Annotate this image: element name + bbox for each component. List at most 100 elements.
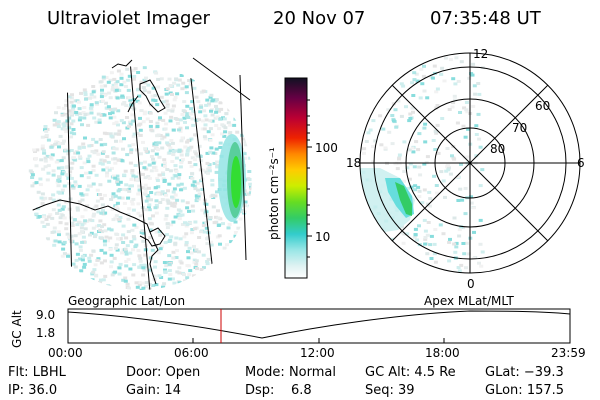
noise-pixel	[118, 216, 123, 219]
noise-pixel	[447, 259, 452, 263]
noise-pixel	[192, 244, 196, 248]
noise-pixel	[162, 261, 167, 264]
noise-pixel	[208, 119, 213, 123]
noise-pixel	[453, 82, 458, 86]
noise-pixel	[34, 157, 38, 160]
noise-pixel	[411, 150, 416, 154]
noise-pixel	[143, 81, 148, 85]
noise-pixel	[66, 152, 71, 156]
noise-pixel	[154, 152, 159, 156]
noise-pixel	[91, 226, 96, 230]
noise-pixel	[148, 111, 153, 115]
noise-pixel	[62, 216, 67, 220]
noise-pixel	[153, 186, 158, 190]
noise-pixel	[427, 204, 432, 208]
noise-pixel	[111, 83, 116, 87]
noise-pixel	[151, 86, 156, 90]
noise-pixel	[423, 122, 428, 126]
noise-pixel	[172, 281, 177, 285]
noise-pixel	[196, 100, 201, 104]
noise-pixel	[185, 104, 190, 108]
noise-pixel	[99, 248, 104, 252]
noise-pixel	[143, 147, 148, 151]
noise-pixel	[84, 171, 88, 175]
noise-pixel	[204, 118, 209, 122]
noise-pixel	[127, 286, 131, 290]
noise-pixel	[200, 208, 205, 212]
noise-pixel	[149, 128, 154, 132]
noise-pixel	[184, 232, 189, 236]
noise-pixel	[135, 285, 140, 289]
noise-pixel	[124, 236, 129, 240]
noise-pixel	[46, 215, 51, 219]
noise-pixel	[64, 227, 69, 231]
noise-pixel	[427, 190, 432, 194]
noise-pixel	[107, 179, 112, 183]
noise-pixel	[121, 147, 125, 151]
noise-pixel	[71, 109, 75, 113]
noise-pixel	[422, 64, 426, 68]
noise-pixel	[75, 252, 80, 256]
noise-pixel	[143, 263, 147, 267]
noise-pixel	[43, 128, 47, 132]
noise-pixel	[194, 248, 199, 252]
noise-pixel	[410, 146, 415, 150]
noise-pixel	[133, 67, 138, 71]
noise-pixel	[164, 122, 169, 126]
noise-pixel	[135, 88, 140, 92]
noise-pixel	[187, 273, 192, 277]
noise-pixel	[448, 172, 453, 176]
noise-pixel	[203, 114, 208, 118]
noise-pixel	[32, 148, 37, 152]
noise-pixel	[74, 242, 79, 246]
noise-pixel	[154, 199, 159, 203]
noise-pixel	[51, 208, 56, 212]
time-tick-0000: 00:00	[48, 346, 83, 360]
noise-pixel	[112, 115, 117, 119]
noise-pixel	[72, 218, 77, 222]
noise-pixel	[121, 233, 126, 237]
noise-pixel	[46, 171, 51, 175]
noise-pixel	[175, 198, 180, 202]
noise-pixel	[141, 140, 145, 144]
noise-pixel	[103, 229, 108, 233]
noise-pixel	[434, 106, 439, 110]
noise-pixel	[60, 172, 65, 176]
noise-pixel	[173, 201, 178, 205]
noise-pixel	[177, 271, 182, 275]
noise-pixel	[113, 81, 118, 85]
noise-pixel	[197, 118, 201, 122]
noise-pixel	[165, 141, 170, 145]
noise-pixel	[148, 124, 153, 128]
noise-pixel	[154, 283, 159, 287]
noise-pixel	[189, 231, 194, 235]
noise-pixel	[441, 232, 446, 236]
noise-pixel	[147, 90, 152, 94]
noise-pixel	[117, 89, 122, 92]
noise-pixel	[120, 251, 125, 255]
noise-pixel	[45, 222, 50, 226]
noise-pixel	[160, 198, 165, 201]
noise-pixel	[43, 156, 48, 160]
noise-pixel	[425, 233, 430, 237]
noise-pixel	[86, 160, 91, 164]
noise-pixel	[126, 196, 131, 200]
noise-pixel	[155, 125, 160, 128]
noise-pixel	[191, 209, 196, 213]
noise-pixel	[157, 141, 162, 145]
noise-pixel	[165, 133, 170, 137]
noise-pixel	[139, 263, 144, 267]
noise-pixel	[423, 236, 428, 239]
noise-pixel	[100, 236, 104, 240]
noise-pixel	[148, 236, 153, 239]
noise-pixel	[112, 174, 116, 178]
noise-pixel	[441, 179, 446, 183]
noise-pixel	[210, 119, 215, 123]
noise-pixel	[102, 113, 107, 117]
noise-pixel	[70, 93, 74, 97]
noise-pixel	[71, 262, 76, 266]
noise-pixel	[111, 192, 116, 196]
noise-pixel	[412, 78, 417, 82]
noise-pixel	[129, 177, 134, 181]
noise-pixel	[103, 84, 108, 88]
